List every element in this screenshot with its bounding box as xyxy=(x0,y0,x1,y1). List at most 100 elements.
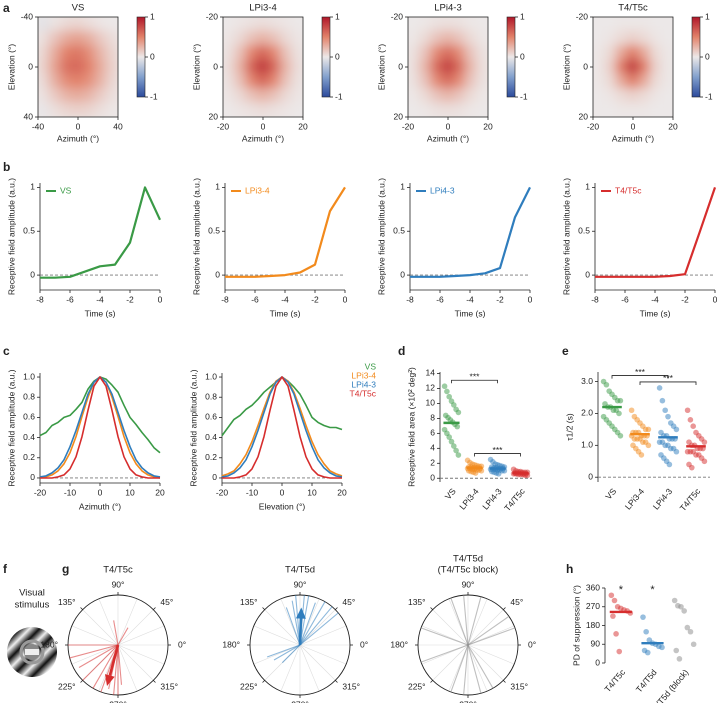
heatmap-cell xyxy=(476,73,488,89)
angle-tick-label: 90° xyxy=(462,579,475,589)
direction-line xyxy=(273,644,301,661)
angle-tick xyxy=(153,607,156,610)
angle-tick-label: 270° xyxy=(109,699,127,703)
colorbar-tick-label: 0 xyxy=(520,51,525,61)
y-tick-label: 1 xyxy=(400,182,405,192)
heatmap-cell xyxy=(223,17,235,32)
direction-line xyxy=(113,644,119,695)
heatmap-cell xyxy=(638,73,651,89)
heatmap-cell xyxy=(476,87,488,104)
heatmap-cell xyxy=(626,87,640,104)
significance-bracket xyxy=(474,453,521,457)
heatmap-cell xyxy=(106,17,118,32)
heatmap-cell xyxy=(268,102,281,117)
data-point xyxy=(666,461,673,468)
series-line xyxy=(595,187,717,278)
polar-spoke xyxy=(117,625,165,646)
legend-label: LPi3-4 xyxy=(351,370,376,380)
y-tick-label: 6 xyxy=(430,428,435,438)
data-point xyxy=(455,409,462,416)
heatmap-cell xyxy=(223,45,235,61)
colorbar-tick-label: 0 xyxy=(705,51,710,61)
x-tick-label: -4 xyxy=(466,294,474,304)
heatmap-cell xyxy=(71,59,85,75)
polar-spoke xyxy=(71,625,119,646)
data-point xyxy=(684,624,691,631)
heatmap-cell xyxy=(245,17,258,32)
angle-tick-label: 0° xyxy=(528,639,536,649)
x-axis-label: Time (s) xyxy=(455,308,486,318)
y-tick-label: 1.0 xyxy=(23,371,35,381)
y-tick-label: 0 xyxy=(400,269,405,279)
heatmap-cell xyxy=(291,30,303,47)
y-tick-label: 1 xyxy=(585,182,590,192)
direction-line xyxy=(299,606,333,646)
y-tick-label: 4 xyxy=(430,443,435,453)
data-point xyxy=(645,426,652,433)
heatmap-cell xyxy=(638,17,651,32)
y-tick-label: 0 xyxy=(212,472,217,482)
chart-title: VS xyxy=(72,3,85,14)
y-tick-label: -20 xyxy=(206,11,219,21)
heatmap-cell xyxy=(256,30,270,47)
y-tick-label: 10 xyxy=(426,398,436,408)
x-tick-label: 10 xyxy=(307,487,317,497)
colorbar-tick-label: 1 xyxy=(705,11,710,21)
heatmap-cell xyxy=(638,87,651,104)
y-axis-label: Elevation (°) xyxy=(191,44,201,91)
heatmap-cell xyxy=(593,17,605,32)
data-point xyxy=(656,385,663,391)
x-axis-label: Azimuth (°) xyxy=(427,133,469,143)
heatmap-cell xyxy=(464,17,478,32)
legend-label: T4/T5c xyxy=(350,388,377,398)
polar-spoke xyxy=(467,598,488,646)
colorbar-tick-label: -1 xyxy=(705,91,713,101)
y-tick-label: 0 xyxy=(30,472,35,482)
heatmap xyxy=(223,17,303,117)
y-tick-label: 0 xyxy=(430,473,435,483)
x-tick-label: 0 xyxy=(446,121,451,131)
x-tick-label: -8 xyxy=(406,294,414,304)
heatmap-cell xyxy=(649,30,663,47)
x-tick-label: -8 xyxy=(591,294,599,304)
heatmap-cell xyxy=(441,102,455,117)
heatmap-cell xyxy=(649,87,663,104)
y-tick-label: 3.0 xyxy=(581,376,593,386)
polar-spoke xyxy=(117,609,154,646)
angle-tick-label: 135° xyxy=(408,597,426,607)
heatmap-cell xyxy=(106,87,118,104)
angle-tick-label: 315° xyxy=(342,682,360,692)
polar-spoke xyxy=(71,644,119,665)
y-tick-label: 40 xyxy=(24,111,34,121)
y-axis-label: Elevation (°) xyxy=(561,44,571,91)
heatmap-cell xyxy=(106,30,118,47)
heatmap-cell xyxy=(245,30,258,47)
heatmap-cell xyxy=(245,59,258,75)
heatmap-cell xyxy=(94,17,108,32)
data-point xyxy=(678,603,684,610)
heatmap-cell xyxy=(476,102,488,117)
heatmap-cell xyxy=(649,59,663,75)
data-point xyxy=(662,407,668,414)
data-point xyxy=(617,432,624,439)
x-axis-label: Azimuth (°) xyxy=(612,133,654,143)
heatmap-cell xyxy=(593,30,605,47)
colorbar xyxy=(691,16,701,98)
direction-line xyxy=(285,607,301,646)
polar-spoke xyxy=(117,598,138,646)
heatmap-cell xyxy=(626,30,640,47)
heatmap-cell xyxy=(233,17,247,32)
heatmap-cell xyxy=(268,45,281,61)
heatmap-cell xyxy=(603,73,617,89)
panel-letter: a xyxy=(3,1,10,15)
polar-spoke xyxy=(117,644,154,681)
y-tick-label: 1 xyxy=(30,182,35,192)
angle-tick-label: 315° xyxy=(160,682,178,692)
direction-line xyxy=(467,644,494,689)
heatmap-cell xyxy=(233,59,247,75)
y-axis-label: τ1/2 (s) xyxy=(564,413,574,441)
direction-line xyxy=(291,600,301,646)
heatmap-cell xyxy=(233,87,247,104)
legend-label: T4/T5c xyxy=(615,185,642,195)
heatmap-cell xyxy=(60,17,73,32)
